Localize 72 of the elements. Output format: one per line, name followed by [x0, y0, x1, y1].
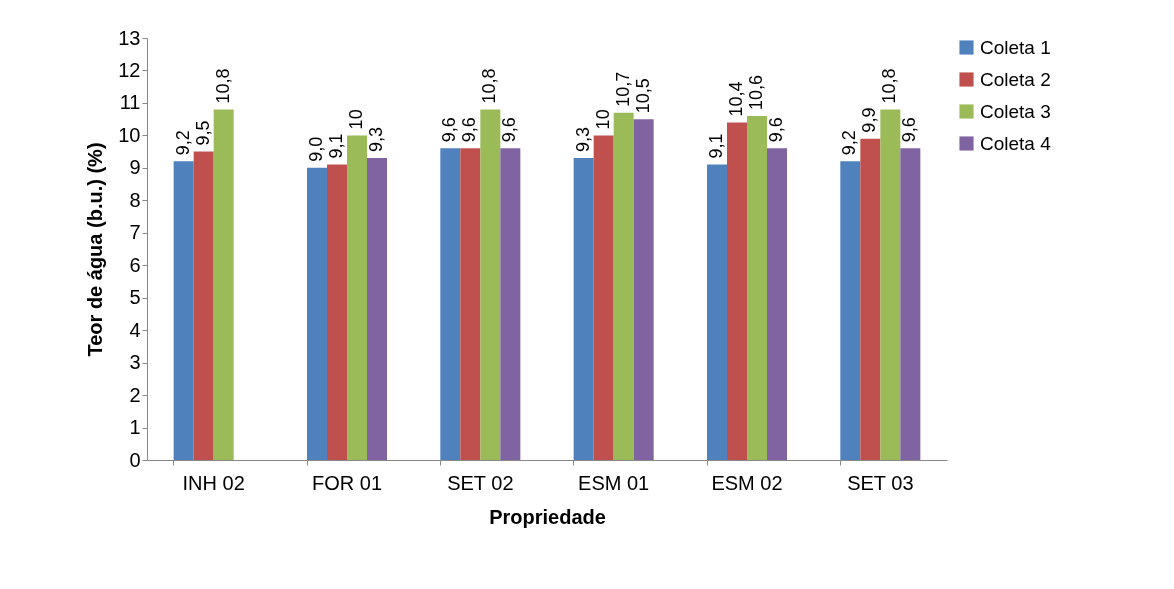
data-label: 10,6: [746, 74, 766, 110]
bar: [860, 138, 881, 460]
bar: [347, 135, 367, 460]
legend-label: Coleta 4: [980, 132, 1052, 154]
data-label: 10,5: [632, 78, 653, 114]
bar: [193, 151, 214, 460]
y-tick-label: 7: [129, 221, 141, 244]
y-axis-title: Teor de água (b.u.) (%): [84, 142, 107, 357]
bar: [213, 109, 234, 460]
x-tick-label: ESM 01: [578, 471, 650, 494]
bar: [707, 164, 727, 460]
bar: [593, 135, 614, 460]
data-label: 9,6: [439, 117, 460, 143]
bar: [747, 115, 767, 460]
bar: [327, 164, 347, 460]
bar: [880, 109, 901, 460]
bar: [633, 119, 654, 460]
data-label: 10: [592, 109, 613, 130]
data-label: 10,8: [212, 68, 233, 104]
bar: [840, 161, 861, 460]
legend-label: Coleta 3: [980, 100, 1051, 122]
data-label: 9,0: [306, 136, 326, 162]
bar: [480, 109, 501, 460]
y-tick-label: 9: [129, 156, 141, 179]
data-label: 9,2: [839, 130, 860, 156]
data-label: 9,5: [192, 120, 213, 146]
data-label: 9,6: [499, 117, 520, 143]
data-label: 9,2: [172, 130, 193, 156]
y-tick-label: 4: [129, 318, 141, 341]
data-label: 9,9: [859, 107, 880, 133]
bar: [307, 167, 327, 460]
x-tick-label: SET 02: [447, 471, 514, 494]
y-tick-label: 5: [129, 286, 141, 309]
legend-label: Coleta 2: [980, 68, 1051, 90]
y-tick-label: 0: [129, 448, 141, 471]
bar: [460, 148, 481, 460]
data-label: 10,8: [479, 68, 500, 104]
bar: [900, 148, 921, 460]
y-tick-label: 11: [119, 91, 141, 114]
bar: [613, 112, 634, 460]
bar: [573, 158, 594, 460]
y-tick-label: 13: [118, 26, 141, 49]
y-tick-label: 8: [129, 188, 141, 211]
x-tick-label: FOR 01: [311, 471, 383, 494]
data-label: 9,6: [459, 117, 480, 143]
data-label: 9,6: [899, 117, 920, 143]
data-label: 10,8: [879, 68, 900, 104]
legend-label: Coleta 1: [980, 36, 1051, 58]
data-label: 9,1: [326, 133, 346, 159]
data-label: 10: [346, 109, 366, 130]
bar: [500, 148, 521, 460]
y-tick-label: 12: [118, 58, 141, 81]
bar: [440, 148, 461, 460]
x-tick-label: SET 03: [847, 471, 914, 494]
y-tick-label: 3: [129, 351, 141, 374]
data-label: 9,3: [366, 127, 386, 153]
bar: [767, 148, 787, 460]
y-tick-label: 10: [118, 123, 141, 146]
x-tick-label: INH 02: [182, 471, 245, 494]
data-label: 9,3: [572, 127, 593, 153]
y-tick-label: 2: [129, 383, 141, 406]
data-label: 10,4: [726, 81, 746, 117]
bar: [727, 122, 747, 460]
bar: [173, 161, 194, 460]
x-axis-title: Propriedade: [489, 505, 606, 528]
y-tick-label: 1: [129, 416, 141, 439]
y-tick-label: 6: [129, 253, 141, 276]
data-label: 9,1: [706, 133, 726, 159]
data-label: 10,7: [612, 71, 633, 107]
data-label: 9,6: [766, 117, 786, 143]
bar: [367, 158, 387, 460]
x-tick-label: ESM 02: [711, 471, 783, 494]
